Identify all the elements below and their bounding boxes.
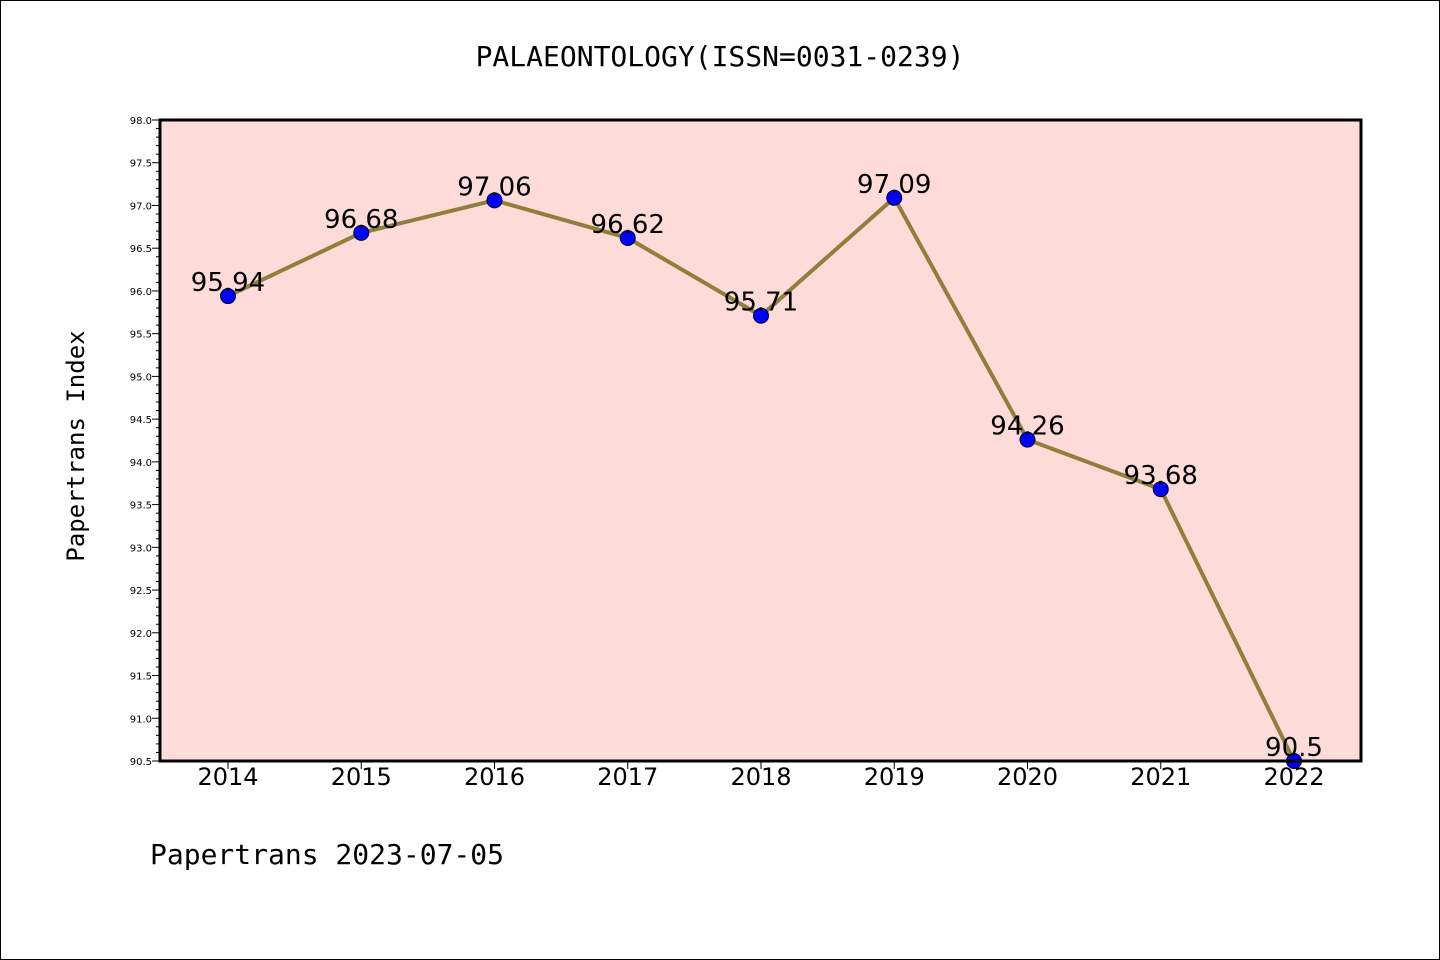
y-tick-label: 97.5 <box>130 159 152 170</box>
data-label: 97.09 <box>857 170 931 200</box>
data-label: 95.94 <box>191 268 265 298</box>
y-tick-label: 96.5 <box>130 244 152 255</box>
x-axis: 2014 2015 2016 2017 2018 2019 2020 2021 2022 <box>197 761 1325 791</box>
y-tick-label: 94.5 <box>130 415 152 426</box>
data-point <box>1152 481 1169 498</box>
data-label: 95.71 <box>724 288 798 318</box>
plot-border <box>158 118 1363 763</box>
data-point <box>1019 431 1036 448</box>
y-tick-label: 92.5 <box>130 586 152 597</box>
y-tick-label: 93.0 <box>130 543 152 554</box>
chart-title: PALAEONTOLOGY(ISSN=0031-0239) <box>476 40 965 73</box>
y-tick-label: 90.5 <box>130 757 152 768</box>
y-axis-label: Papertrans Index <box>62 330 90 561</box>
data-label: 90.5 <box>1265 733 1323 763</box>
data-label: 96.68 <box>324 205 398 235</box>
x-tick-label: 2020 <box>997 763 1058 791</box>
data-point <box>886 189 903 206</box>
x-tick-label: 2016 <box>464 763 525 791</box>
y-tick-label: 91.0 <box>130 714 152 725</box>
y-tick-label: 97.0 <box>130 201 152 212</box>
data-points <box>220 189 1302 769</box>
data-label: 97.06 <box>457 172 531 202</box>
y-tick-label: 92.0 <box>130 629 152 640</box>
y-tick-label: 91.5 <box>130 672 152 683</box>
x-tick-label: 2015 <box>331 763 392 791</box>
data-label: 96.62 <box>591 210 665 240</box>
y-tick-label: 96.0 <box>130 287 152 298</box>
x-tick-label: 2017 <box>597 763 658 791</box>
data-labels: 95.94 96.68 97.06 96.62 95.71 97.09 94.26 93.68… <box>191 170 1323 763</box>
data-label: 94.26 <box>990 412 1064 442</box>
x-tick-label: 2021 <box>1130 763 1191 791</box>
data-point <box>353 224 370 241</box>
y-tick-label: 93.5 <box>130 501 152 512</box>
data-point <box>753 307 769 324</box>
x-tick-label: 2019 <box>864 763 925 791</box>
data-point <box>486 192 503 209</box>
data-point <box>220 288 236 305</box>
y-tick-label: 94.0 <box>130 458 152 469</box>
y-axis: 90.5 91.0 91.5 92.0 92.5 93.0 93.5 94.0 94.5 95.0… <box>130 116 160 768</box>
y-tick-label: 98.0 <box>130 116 152 127</box>
data-label: 93.68 <box>1124 461 1198 491</box>
y-tick-label: 95.0 <box>130 372 152 383</box>
y-tick-label: 95.5 <box>130 330 152 341</box>
footer-text: Papertrans 2023-07-05 <box>150 838 504 871</box>
data-point <box>619 229 636 246</box>
x-tick-label: 2014 <box>197 763 258 791</box>
x-tick-label: 2018 <box>730 763 791 791</box>
